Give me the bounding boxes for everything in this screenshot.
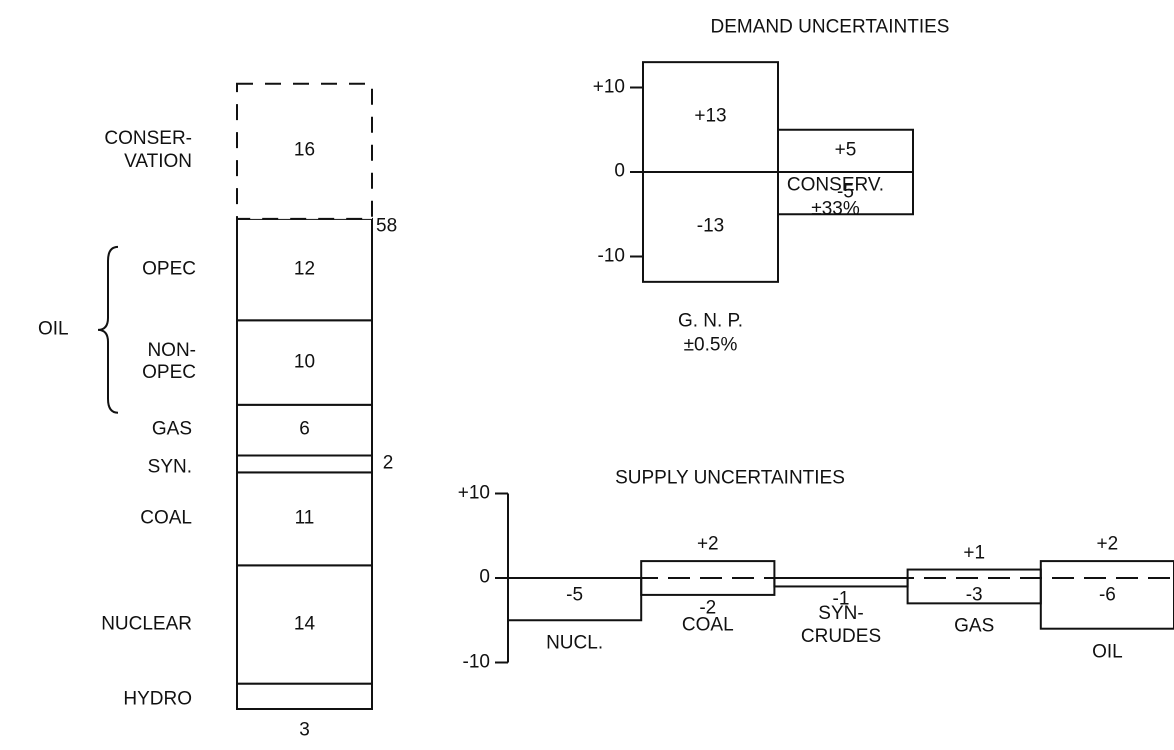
segment xyxy=(236,82,373,220)
segment xyxy=(236,217,373,322)
chart-title: DEMAND UNCERTAINTIES xyxy=(710,16,950,38)
value-label: +2 xyxy=(696,533,719,555)
segment-name: GAS xyxy=(151,418,192,440)
segment-label: 12 xyxy=(293,258,316,280)
y-tick-label: +10 xyxy=(457,482,490,504)
range-bar xyxy=(773,577,909,588)
value-label: -3 xyxy=(965,584,983,606)
category-label: SYN- CRUDES xyxy=(800,603,882,647)
value-label: -1 xyxy=(832,589,850,611)
segment xyxy=(236,403,373,457)
category-label: COAL xyxy=(681,614,734,636)
segment xyxy=(236,454,373,474)
y-tick-label: 0 xyxy=(614,160,625,182)
group-label: OIL xyxy=(38,318,69,340)
value-label: -5 xyxy=(837,181,854,203)
value-label: +13 xyxy=(694,105,727,127)
segment-label: 10 xyxy=(293,351,316,373)
y-tick-label: -10 xyxy=(462,651,490,673)
y-tick-label: -10 xyxy=(597,245,625,267)
y-tick-label: 0 xyxy=(479,566,490,588)
y-tick-label: +10 xyxy=(592,76,625,98)
value-label: +5 xyxy=(834,139,857,161)
category-label: NUCL. xyxy=(546,632,604,654)
value-label: -5 xyxy=(566,584,584,606)
category-label: GAS xyxy=(954,615,995,637)
segment xyxy=(236,319,373,406)
segment-name: HYDRO xyxy=(123,688,192,710)
segment-name: CONSER- VATION xyxy=(104,128,192,173)
segment-label: 14 xyxy=(293,613,316,635)
value-label: -6 xyxy=(1098,584,1116,606)
total-label: 58 xyxy=(376,215,398,237)
segment-label: 2 xyxy=(382,452,394,474)
category-label: CONSERV. xyxy=(786,174,885,196)
value-label: +2 xyxy=(1096,533,1119,555)
segment-name: NUCLEAR xyxy=(101,613,192,635)
chart-title: SUPPLY UNCERTAINTIES xyxy=(615,467,845,489)
segment-label: 16 xyxy=(293,139,316,161)
value-label: -2 xyxy=(699,597,717,619)
value-label: -13 xyxy=(696,215,725,237)
category-sublabel: ±0.5% xyxy=(683,334,738,356)
range-bar xyxy=(1039,560,1174,630)
segment xyxy=(236,682,373,711)
value-label: +1 xyxy=(963,542,986,564)
category-label: OIL xyxy=(1092,641,1123,663)
category-label: G. N. P. xyxy=(677,310,744,332)
segment-label: 11 xyxy=(294,507,315,529)
segment xyxy=(236,564,373,685)
category-sublabel: ±33% xyxy=(811,198,860,220)
segment-label: 6 xyxy=(299,418,310,440)
segment-name: OPEC xyxy=(142,258,196,280)
segment-name: NON- OPEC xyxy=(142,339,196,384)
segment-label: 3 xyxy=(299,719,310,741)
brace xyxy=(97,245,119,414)
segment-name: COAL xyxy=(140,507,192,529)
segment-name: SYN. xyxy=(147,456,192,478)
